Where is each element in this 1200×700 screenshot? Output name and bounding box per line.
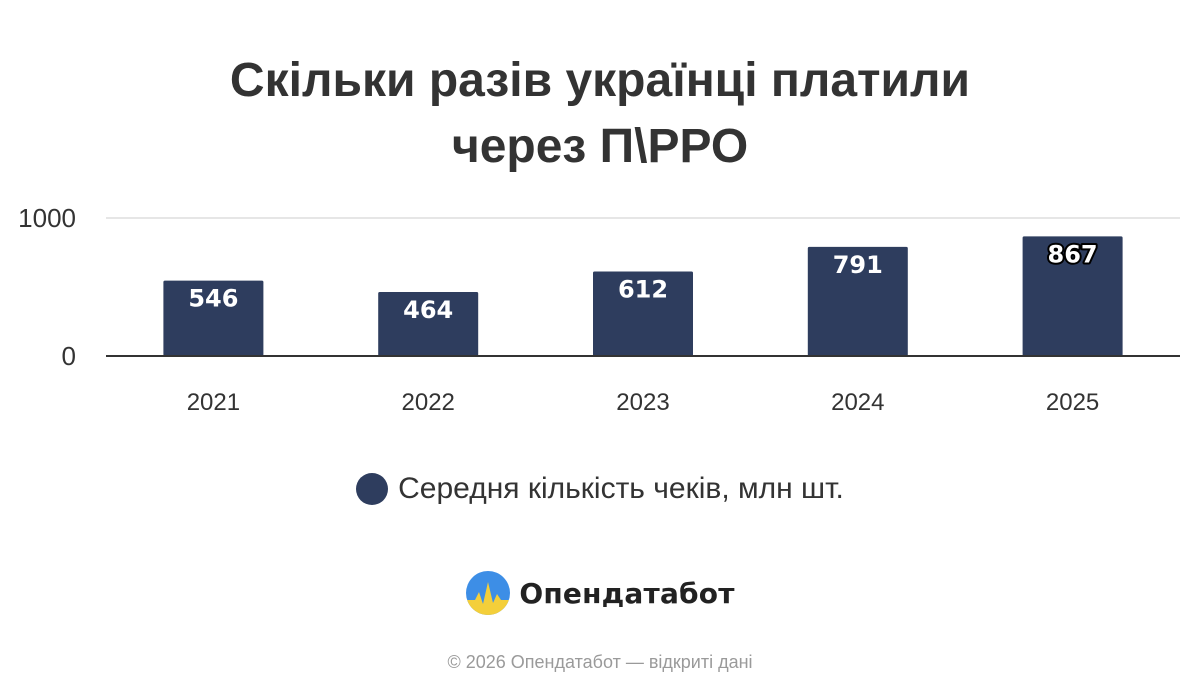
x-tick-label: 2023 [616,389,669,416]
chart-title-line-2: через П\РРО [451,120,749,173]
x-tick-label: 2022 [402,389,455,416]
x-tick-label: 2025 [1046,389,1099,416]
y-axis-ticks: 0 1000 [18,203,76,371]
legend-label: Середня кількість чеків, млн шт. [398,472,844,505]
x-axis-ticks: 2021 2022 2023 2024 2025 [187,389,1100,416]
y-tick-label: 1000 [18,203,76,233]
bar [807,246,908,356]
opendatabot-logo-icon [466,571,511,615]
brand-name: Опендатабот [519,576,735,610]
bar [1022,236,1123,356]
chart-title: Скільки разів українці платили через П\Р… [0,48,1200,180]
y-tick-label: 0 [62,341,76,371]
x-tick-label: 2021 [187,389,240,416]
legend-marker [356,473,389,505]
bars [163,236,1123,356]
footer-copyright: © 2026 Опендатабот — відкриті дані [447,652,753,672]
data-label: 612 [618,276,668,304]
chart-title-line-1: Скільки разів українці платили [229,54,971,107]
bar [378,291,479,356]
bar [593,271,693,356]
data-label: 546 [188,285,238,313]
x-tick-label: 2024 [831,389,884,416]
data-label: 464 [403,296,453,324]
brand: Опендатабот [0,570,1200,616]
legend: Середня кількість чеків, млн шт. [0,472,1200,506]
data-labels: 546 464 612 791 867 [188,238,1099,324]
data-label: 867 [1048,240,1098,268]
bar [163,280,264,356]
data-label: 791 [833,251,883,279]
